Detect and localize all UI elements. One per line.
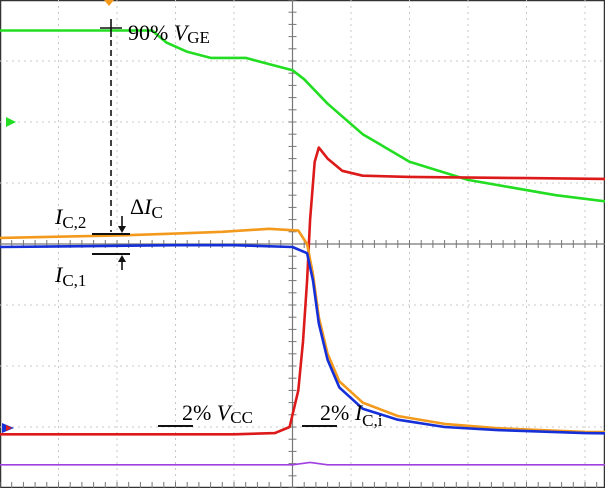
channel-marker-red bbox=[6, 425, 12, 431]
markers bbox=[2, 0, 337, 433]
channel-marker-green bbox=[6, 117, 16, 127]
annotations: 90% VGE IC,2 ΔIC IC,1 2% VCC 2% IC,i bbox=[54, 20, 383, 430]
delta-arrow-top-head bbox=[118, 226, 126, 233]
label-ic1: IC,1 bbox=[54, 262, 86, 290]
delta-arrow-bottom-head bbox=[118, 255, 126, 262]
trace-i-c-blue bbox=[0, 243, 605, 435]
label-ic2: IC,2 bbox=[54, 204, 86, 232]
trace-ref bbox=[0, 461, 605, 466]
label-vcc2: 2% VCC bbox=[182, 400, 253, 427]
trigger-marker-top bbox=[104, 0, 114, 6]
label-vge90: 90% VGE bbox=[128, 20, 210, 47]
traces bbox=[0, 29, 605, 466]
trace-v-ge bbox=[0, 29, 605, 203]
trace-v-ce bbox=[0, 146, 605, 436]
label-delta-ic: ΔIC bbox=[130, 194, 163, 222]
label-ici2: 2% IC,i bbox=[320, 400, 383, 430]
